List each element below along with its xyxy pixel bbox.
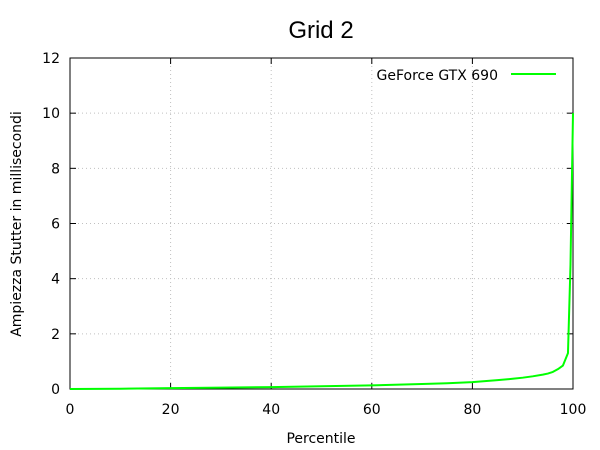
y-axis-label: Ampiezza Stutter in millisecondi (9, 111, 25, 337)
x-tick-label: 60 (363, 402, 381, 418)
plot-frame (69, 57, 574, 390)
axis-ticks: 0 20 40 60 80 100 0 2 4 6 8 10 12 (42, 51, 586, 418)
x-tick-label: 80 (463, 402, 481, 418)
y-tick-label: 4 (51, 272, 60, 288)
x-tick-label: 20 (162, 402, 180, 418)
y-tick-label: 8 (51, 161, 60, 177)
y-tick-label: 0 (51, 382, 60, 398)
y-tick-label: 10 (42, 106, 60, 122)
grid-lines (70, 58, 573, 389)
legend: GeForce GTX 690 (377, 68, 556, 84)
y-tick-label: 12 (42, 51, 60, 67)
y-tick-label: 6 (51, 217, 60, 233)
chart-title: Grid 2 (288, 17, 353, 44)
y-tick-label: 2 (51, 327, 60, 343)
series-line-0 (69, 113, 574, 390)
series-layer (69, 113, 574, 390)
x-tick-label: 0 (66, 402, 75, 418)
x-axis-label: Percentile (286, 431, 355, 447)
x-tick-label: 100 (560, 402, 587, 418)
legend-label-geforce-gtx-690: GeForce GTX 690 (377, 68, 498, 84)
x-tick-label: 40 (262, 402, 280, 418)
